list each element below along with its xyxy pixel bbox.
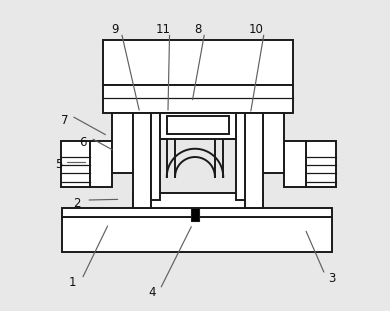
Text: 7: 7	[61, 114, 68, 127]
Text: 9: 9	[111, 23, 118, 36]
Bar	[103, 40, 293, 85]
Text: 3: 3	[328, 272, 335, 285]
Bar	[60, 142, 90, 187]
Bar	[236, 113, 245, 200]
Bar	[62, 208, 332, 217]
Bar	[133, 113, 151, 208]
Text: 4: 4	[148, 285, 156, 299]
Text: 1: 1	[69, 276, 76, 289]
Text: 8: 8	[194, 23, 202, 36]
Text: 6: 6	[79, 136, 87, 149]
Text: 11: 11	[155, 23, 170, 36]
Bar	[191, 208, 199, 220]
Bar	[284, 142, 306, 187]
Bar	[112, 113, 133, 173]
Text: 10: 10	[249, 23, 264, 36]
Text: 5: 5	[55, 158, 62, 171]
Bar	[160, 113, 236, 139]
Bar	[245, 113, 263, 208]
Bar	[103, 85, 293, 113]
Bar	[306, 142, 335, 187]
Text: 2: 2	[73, 197, 81, 210]
Bar	[90, 142, 112, 187]
Bar	[263, 113, 284, 173]
Bar	[167, 116, 229, 134]
Bar	[133, 193, 263, 208]
Bar	[62, 217, 332, 252]
Bar	[151, 113, 160, 200]
